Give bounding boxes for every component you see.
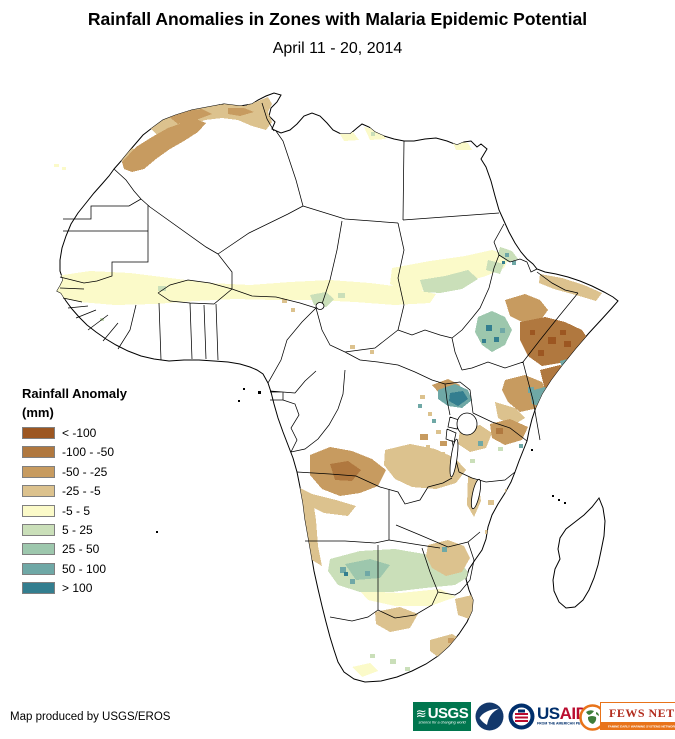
legend-swatch xyxy=(22,446,55,459)
legend-swatch xyxy=(22,427,55,439)
usgs-acronym: USGS xyxy=(427,705,469,722)
lake-tanganyika xyxy=(449,438,459,478)
fewsnet-logo: FEWS NET FAMINE EARLY WARNING SYSTEMS NE… xyxy=(579,702,675,731)
lake-chad xyxy=(315,302,325,310)
legend-item: < -100 xyxy=(22,426,127,440)
legend-swatch xyxy=(22,485,55,498)
legend-units: (mm) xyxy=(22,405,54,420)
usgs-logo: ≋ USGS science for a changing world xyxy=(413,702,471,731)
legend-label: 50 - 100 xyxy=(62,561,107,576)
lake-malawi xyxy=(470,478,482,510)
usaid-seal-icon xyxy=(508,703,535,730)
legend-swatch xyxy=(22,504,55,517)
noaa-seal-icon xyxy=(475,702,504,731)
legend-label: -100 - -50 xyxy=(62,445,115,460)
small-islands xyxy=(156,388,566,533)
legend-item: 25 - 50 xyxy=(22,542,127,557)
legend-title: Rainfall Anomaly xyxy=(22,386,127,401)
legend-label: 25 - 50 xyxy=(62,542,100,557)
page-title: Rainfall Anomalies in Zones with Malaria… xyxy=(87,9,588,29)
legend-swatch xyxy=(22,523,55,536)
legend-label: > 100 xyxy=(62,581,93,596)
africa-coastline xyxy=(56,92,619,683)
usaid-logo: USAID FROM THE AMERICAN PEOPLE xyxy=(508,703,628,730)
legend-item: -100 - -50 xyxy=(22,445,127,460)
legend-item: 50 - 100 xyxy=(22,561,127,576)
lakes xyxy=(315,302,482,510)
madagascar-outline xyxy=(552,497,606,609)
usaid-text-us: US xyxy=(537,704,560,723)
usgs-tagline: science for a changing world xyxy=(418,721,466,725)
atlantic-island-anomaly-specks xyxy=(54,164,66,170)
fewsnet-name: FEWS NET xyxy=(609,706,675,720)
legend-label: -50 - -25 xyxy=(62,464,108,479)
map-credit: Map produced by USGS/EROS xyxy=(10,711,171,723)
fewsnet-tagline: FAMINE EARLY WARNING SYSTEMS NETWORK xyxy=(608,725,675,728)
legend-swatch xyxy=(22,543,55,556)
legend-item: -5 - 5 xyxy=(22,503,127,518)
legend-label: 5 - 25 xyxy=(62,522,93,537)
legend-swatch xyxy=(22,582,55,595)
legend-item: 5 - 25 xyxy=(22,522,127,537)
legend-label: -5 - 5 xyxy=(62,503,91,518)
date-range-subtitle: April 11 - 20, 2014 xyxy=(272,40,403,57)
legend-item: > 100 xyxy=(22,581,127,596)
legend-item: -50 - -25 xyxy=(22,464,127,479)
lake-victoria xyxy=(456,412,478,436)
legend-items: < -100 -100 - -50 -50 - -25 -25 - -5 -5 - 5 5… xyxy=(22,426,127,596)
usgs-wave-icon: ≋ xyxy=(415,706,427,721)
legend-swatch xyxy=(22,465,55,478)
legend: Rainfall Anomaly (mm) < -100 -100 - -50 -5… xyxy=(22,386,127,602)
usaid-tagline: FROM THE AMERICAN PEOPLE xyxy=(537,722,590,726)
anomaly-patches-below-minus100 xyxy=(530,330,571,356)
anomaly-patches-above-100 xyxy=(344,261,573,576)
legend-label: < -100 xyxy=(62,426,97,440)
noaa-logo xyxy=(475,702,504,731)
legend-label: -25 - -5 xyxy=(62,484,101,499)
logo-strip: ≋ USGS science for a changing world xyxy=(413,701,675,734)
legend-item: -25 - -5 xyxy=(22,484,127,499)
legend-swatch xyxy=(22,562,55,575)
